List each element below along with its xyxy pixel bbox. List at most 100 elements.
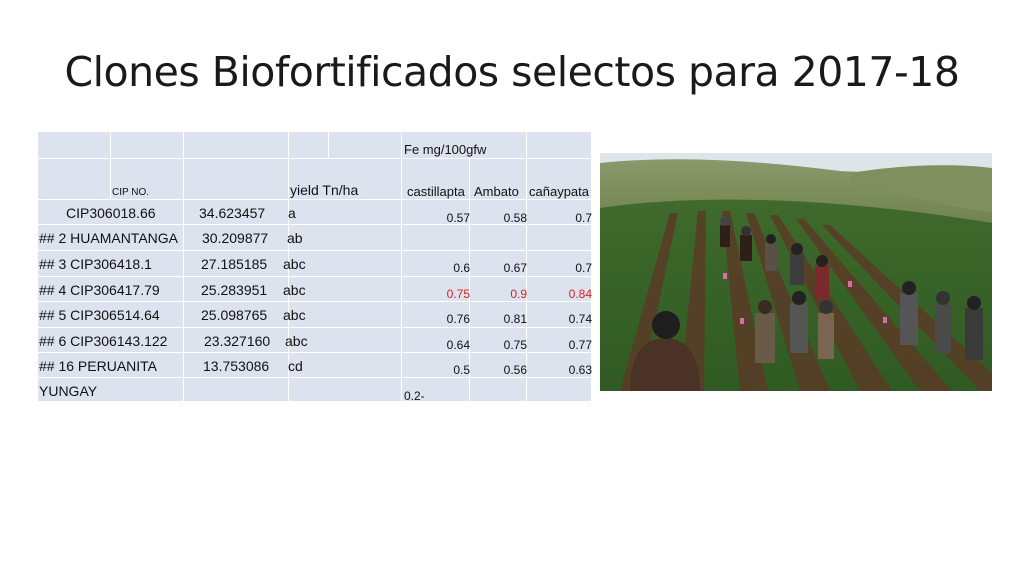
table-cell	[38, 328, 184, 353]
table-cell	[402, 328, 470, 353]
table-cell	[184, 277, 289, 302]
table-cell	[184, 251, 289, 277]
table-cell	[38, 277, 184, 302]
table-cell	[111, 132, 184, 159]
row-group: abc	[283, 307, 306, 323]
table-cell	[289, 353, 402, 378]
table-cell	[329, 132, 402, 159]
table-cell	[38, 200, 184, 225]
table-cell	[289, 159, 402, 200]
field-trial-photo	[600, 153, 992, 391]
table-cell	[289, 328, 402, 353]
row-fe-canaypata: 0.84	[568, 287, 592, 301]
table-cell	[527, 277, 592, 302]
table-cell	[527, 225, 592, 251]
table-cell	[289, 277, 402, 302]
table-cell	[470, 251, 527, 277]
table-cell	[527, 302, 592, 328]
row-fe-castillapta: 0.75	[446, 287, 470, 301]
row-fe-canaypata: 0.74	[568, 312, 592, 326]
row-label: ## 4 CIP306417.79	[39, 282, 160, 298]
table-cell	[470, 159, 527, 200]
row-yield: 34.623457	[199, 205, 266, 221]
row-fe-canaypata: 0.7	[575, 211, 592, 225]
table-cell	[402, 225, 470, 251]
row-fe-castillapta: 0.6	[453, 261, 470, 275]
slide-title: Clones Biofortificados selectos para 201…	[64, 48, 960, 96]
table-cell	[289, 225, 402, 251]
table-cell	[470, 225, 527, 251]
row-fe-castillapta: 0.64	[446, 338, 470, 352]
table-cell	[184, 159, 289, 200]
location-header-castillapta: castillapta	[407, 184, 465, 199]
row-label: ## 5 CIP306514.64	[39, 307, 160, 323]
fe-header-label: Fe mg/100gfw	[404, 142, 487, 157]
row-group: ab	[287, 230, 303, 246]
location-header-canaypata: cañaypata	[529, 184, 589, 199]
row-yield: 23.327160	[204, 333, 271, 349]
row-fe-castillapta: 0.5	[453, 363, 470, 377]
table-cell	[184, 353, 289, 378]
table-cell	[402, 159, 470, 200]
row-yield: 13.753086	[203, 358, 270, 374]
row-label: CIP306018.66	[66, 205, 156, 221]
cip-header-label: CIP NO.	[112, 187, 150, 198]
row-fe-ambato: 0.67	[503, 261, 527, 275]
row-yield: 30.209877	[202, 230, 269, 246]
table-cell	[470, 200, 527, 225]
row-yield: 25.283951	[201, 282, 268, 298]
table-cell	[184, 200, 289, 225]
row-fe-castillapta: 0.57	[446, 211, 470, 225]
row-label: ## 2 HUAMANTANGA	[39, 230, 178, 246]
row-label: ## 3 CIP306418.1	[39, 256, 152, 272]
row-group: abc	[283, 282, 306, 298]
table-cell	[470, 302, 527, 328]
table-cell	[38, 132, 111, 159]
row-fe-canaypata: 0.7	[575, 261, 592, 275]
table-cell	[527, 378, 592, 402]
row-fe-castillapta: 0.76	[446, 312, 470, 326]
table-cell	[184, 132, 289, 159]
row-label: YUNGAY	[39, 383, 98, 399]
table-cell	[402, 200, 470, 225]
table-cell	[402, 378, 470, 402]
row-group: a	[288, 205, 296, 221]
row-fe-ambato: 0.81	[503, 312, 527, 326]
table-cell	[527, 159, 592, 200]
results-table: Fe mg/100gfw CIP NO. yield Tn/ha castill…	[38, 132, 592, 403]
row-fe-canaypata: 0.63	[568, 363, 592, 377]
table-cell	[184, 225, 289, 251]
table-cell	[527, 353, 592, 378]
row-yield: 27.185185	[201, 256, 268, 272]
table-cell	[184, 302, 289, 328]
table-cell	[402, 251, 470, 277]
row-label: ## 6 CIP306143.122	[39, 333, 168, 349]
table-cell	[38, 378, 184, 402]
table-cell	[527, 251, 592, 277]
table-cell	[289, 200, 402, 225]
table-cell	[527, 328, 592, 353]
table-cell	[289, 378, 402, 402]
row-yield: 25.098765	[201, 307, 268, 323]
row-fe-ambato: 0.56	[503, 363, 527, 377]
row-fe-ambato: 0.75	[503, 338, 527, 352]
table-cell	[527, 200, 592, 225]
table-cell	[402, 302, 470, 328]
table-cell	[402, 132, 527, 159]
table-cell	[402, 353, 470, 378]
table-cell	[289, 302, 402, 328]
row-group: abc	[285, 333, 308, 349]
row-fe-ambato: 0.9	[510, 287, 527, 301]
table-cell	[289, 132, 329, 159]
row-group: abc	[283, 256, 306, 272]
table-cell	[470, 378, 527, 402]
table-cell	[38, 353, 184, 378]
table-cell	[38, 159, 111, 200]
row-fe-canaypata: 0.77	[568, 338, 592, 352]
table-cell	[527, 132, 592, 159]
table-cell	[470, 328, 527, 353]
table-cell	[38, 225, 184, 251]
table-cell	[402, 277, 470, 302]
table-cell	[38, 302, 184, 328]
location-header-ambato: Ambato	[474, 184, 519, 199]
